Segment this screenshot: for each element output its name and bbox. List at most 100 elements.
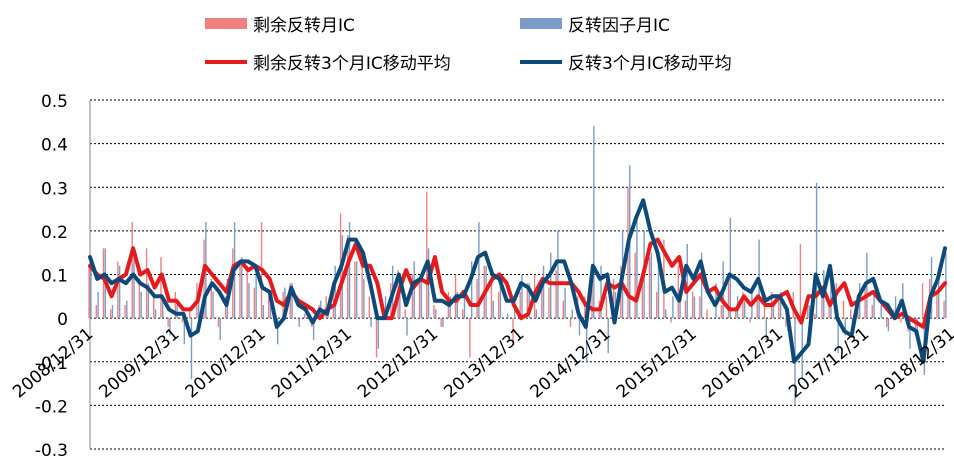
bar-reversal-factor bbox=[535, 309, 538, 319]
bar-reversal-factor bbox=[334, 265, 336, 319]
y-tick-label: -0.1 bbox=[35, 354, 68, 374]
bar-residual-reversal bbox=[354, 261, 356, 319]
bar-residual-reversal bbox=[677, 265, 679, 319]
bar-reversal-factor bbox=[176, 305, 178, 319]
bar-residual-reversal bbox=[109, 309, 112, 319]
bar-residual-reversal bbox=[124, 305, 126, 319]
bar-residual-reversal bbox=[684, 300, 687, 319]
bar-reversal-factor bbox=[801, 318, 803, 380]
bar-reversal-factor bbox=[312, 318, 315, 340]
bar-residual-reversal bbox=[347, 235, 349, 319]
bar-residual-reversal bbox=[167, 318, 169, 327]
bar-residual-reversal bbox=[289, 283, 291, 319]
bar-residual-reversal bbox=[756, 300, 758, 319]
bar-reversal-factor bbox=[844, 318, 847, 336]
bar-reversal-factor bbox=[772, 305, 775, 319]
bar-reversal-factor bbox=[183, 318, 186, 345]
bar-residual-reversal bbox=[519, 291, 521, 319]
bar-reversal-factor bbox=[384, 296, 387, 319]
bar-residual-reversal bbox=[332, 283, 335, 319]
bar-residual-reversal bbox=[541, 278, 543, 319]
bar-reversal-factor bbox=[514, 309, 516, 319]
x-tick-label: 2015/12/31 bbox=[613, 324, 701, 402]
bar-residual-reversal bbox=[145, 248, 148, 319]
bar-residual-reversal bbox=[375, 318, 378, 358]
y-tick-label: 0.3 bbox=[41, 179, 68, 199]
bar-residual-reversal bbox=[900, 318, 902, 323]
bar-reversal-factor bbox=[442, 318, 444, 327]
legend-swatch-line1 bbox=[205, 59, 247, 64]
bar-reversal-factor bbox=[399, 278, 401, 319]
legend-label-bar1: 剩余反转月IC bbox=[253, 16, 355, 36]
bar-reversal-factor bbox=[693, 296, 696, 319]
bar-reversal-factor bbox=[765, 318, 767, 340]
bar-reversal-factor bbox=[435, 309, 437, 319]
bar-residual-reversal bbox=[526, 283, 529, 319]
bar-residual-reversal bbox=[634, 252, 636, 319]
bar-residual-reversal bbox=[469, 318, 471, 358]
bar-reversal-factor bbox=[607, 318, 609, 354]
bar-reversal-factor bbox=[190, 318, 193, 380]
bar-reversal-factor bbox=[930, 257, 933, 319]
bar-residual-reversal bbox=[160, 257, 162, 319]
bar-reversal-factor bbox=[894, 296, 897, 319]
bar-reversal-factor bbox=[557, 230, 559, 319]
bar-residual-reversal bbox=[131, 222, 133, 319]
bar-reversal-factor bbox=[140, 291, 142, 319]
bar-reversal-factor bbox=[470, 261, 473, 319]
bar-reversal-factor bbox=[406, 318, 408, 336]
bar-reversal-factor bbox=[600, 265, 602, 319]
bar-residual-reversal bbox=[555, 270, 557, 319]
bar-residual-reversal bbox=[138, 278, 141, 319]
x-tick-label: 2011/12/31 bbox=[268, 324, 356, 402]
legend-item-bar2: 反转因子月IC bbox=[520, 11, 670, 36]
bar-residual-reversal bbox=[253, 287, 256, 319]
line-reversal-ma bbox=[88, 198, 947, 364]
y-tick-label: -0.3 bbox=[35, 441, 68, 461]
bar-reversal-factor bbox=[492, 300, 494, 319]
bar-reversal-factor bbox=[197, 296, 200, 319]
bar-residual-reversal bbox=[490, 274, 493, 319]
bar-reversal-factor bbox=[593, 126, 595, 319]
y-tick-label: 0.5 bbox=[41, 92, 68, 112]
bar-reversal-factor bbox=[219, 318, 221, 340]
bar-residual-reversal bbox=[584, 296, 586, 319]
bar-residual-reversal bbox=[325, 296, 327, 319]
bar-residual-reversal bbox=[612, 278, 615, 319]
legend-label-line2: 反转3个月IC移动平均 bbox=[568, 54, 732, 74]
bar-reversal-factor bbox=[700, 252, 703, 319]
bar-reversal-factor bbox=[420, 274, 423, 319]
x-tick-label: 2008/12/31 bbox=[9, 324, 97, 402]
bar-residual-reversal bbox=[433, 305, 435, 319]
bar-reversal-factor bbox=[356, 261, 358, 319]
bar-residual-reversal bbox=[821, 291, 823, 319]
bar-reversal-factor bbox=[873, 291, 875, 319]
bar-residual-reversal bbox=[885, 318, 888, 327]
bar-reversal-factor bbox=[542, 265, 545, 319]
bar-reversal-factor bbox=[938, 270, 940, 319]
bar-residual-reversal bbox=[476, 278, 478, 319]
bar-reversal-factor bbox=[118, 265, 121, 319]
bar-reversal-factor bbox=[154, 309, 157, 319]
bar-reversal-factor bbox=[277, 318, 279, 345]
bar-reversal-factor bbox=[255, 274, 257, 319]
bar-reversal-factor bbox=[291, 283, 293, 319]
bar-reversal-factor bbox=[348, 222, 351, 319]
bar-reversal-factor bbox=[262, 305, 265, 319]
bar-residual-reversal bbox=[742, 291, 744, 319]
bar-residual-reversal bbox=[591, 274, 593, 319]
bar-residual-reversal bbox=[303, 313, 306, 319]
bar-residual-reversal bbox=[778, 300, 780, 319]
bar-residual-reversal bbox=[936, 291, 938, 319]
x-tick-label: 2009/12/31 bbox=[96, 324, 184, 402]
y-tick-label: 0.4 bbox=[41, 136, 68, 156]
bar-residual-reversal bbox=[749, 318, 751, 323]
x-tick-label: 2014/12/31 bbox=[527, 324, 615, 402]
bar-residual-reversal bbox=[102, 248, 105, 319]
bar-residual-reversal bbox=[153, 296, 155, 319]
bar-residual-reversal bbox=[361, 265, 363, 319]
bar-residual-reversal bbox=[871, 305, 873, 319]
bar-residual-reversal bbox=[691, 291, 694, 319]
bar-reversal-factor bbox=[945, 252, 947, 319]
